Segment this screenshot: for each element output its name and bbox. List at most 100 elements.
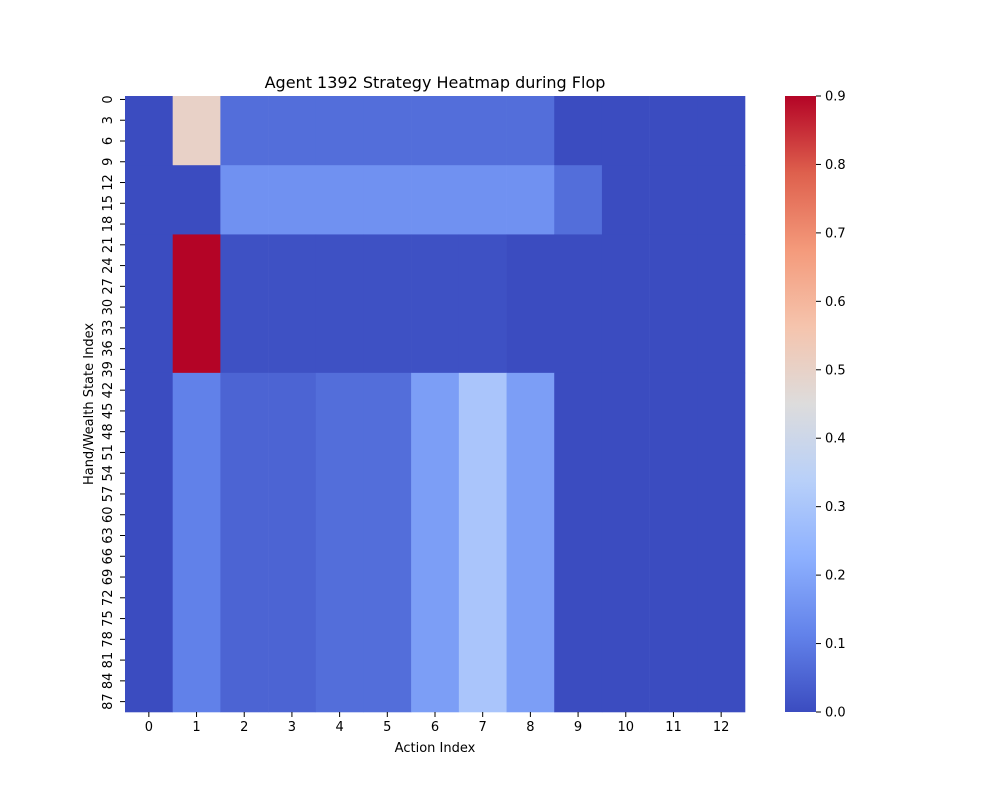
y-tick-label: 51	[101, 444, 116, 461]
y-axis-label: Hand/Wealth State Index	[82, 323, 97, 485]
chart-title: Agent 1392 Strategy Heatmap during Flop	[265, 73, 606, 92]
colorbar-tick-label: 0.6	[825, 295, 846, 310]
heatmap-cells	[125, 96, 746, 713]
y-tick-label: 72	[101, 590, 116, 607]
x-axis-label: Action Index	[395, 741, 476, 756]
x-tick-label: 2	[240, 720, 248, 735]
y-tick-label: 66	[101, 548, 116, 565]
y-tick-label: 57	[101, 486, 116, 503]
heatmap-cell-block2-col3	[268, 234, 317, 374]
heatmap-cell-block1-col6	[411, 165, 460, 235]
y-tick-label: 87	[101, 693, 116, 710]
colorbar	[785, 96, 816, 712]
heatmap-cell-block2-col10	[601, 234, 650, 374]
x-tick-label: 5	[383, 720, 391, 735]
y-tick-label: 9	[101, 158, 116, 166]
x-tick-label: 11	[665, 720, 682, 735]
heatmap-cell-block1-col7	[458, 165, 507, 235]
y-tick-label: 54	[101, 465, 116, 482]
colorbar-tick-label: 0.8	[825, 158, 846, 173]
y-tick-label: 39	[101, 361, 116, 378]
x-tick-label: 9	[574, 720, 582, 735]
heatmap-cell-block1-col2	[220, 165, 269, 235]
heatmap-cell-block2-col9	[554, 234, 603, 374]
x-axis-ticks: 0 1 2 3 4 5 6 7 8 9 10 11 12	[145, 712, 730, 735]
heatmap-cell-block0-col3	[268, 96, 317, 166]
y-tick-label: 15	[101, 195, 116, 212]
heatmap-cell-block0-col12	[697, 96, 746, 166]
heatmap-cell-block0-col4	[315, 96, 364, 166]
y-tick-label: 69	[101, 569, 116, 586]
heatmap-cell-block0-col5	[363, 96, 412, 166]
heatmap-cell-block0-col7	[458, 96, 507, 166]
x-tick-label: 1	[192, 720, 200, 735]
x-tick-label: 3	[288, 720, 296, 735]
colorbar-tick-label: 0.7	[825, 226, 846, 241]
y-tick-label: 3	[101, 116, 116, 124]
y-tick-label: 21	[101, 237, 116, 254]
x-tick-label: 8	[526, 720, 534, 735]
heatmap-cell-block2-col6	[411, 234, 460, 374]
heatmap-cell-block2-col4	[315, 234, 364, 374]
heatmap-cell-block3-col0	[125, 372, 173, 713]
x-tick-label: 4	[335, 720, 343, 735]
y-tick-label: 27	[101, 278, 116, 295]
x-tick-label: 0	[145, 720, 153, 735]
heatmap-cell-block2-col11	[649, 234, 698, 374]
heatmap-cell-block1-col12	[697, 165, 746, 235]
heatmap-cell-block3-col7	[458, 372, 507, 713]
heatmap-cell-block0-col2	[220, 96, 269, 166]
heatmap-cell-block2-col7	[458, 234, 507, 374]
heatmap-cell-block3-col2	[220, 372, 269, 713]
heatmap-cell-block1-col1	[172, 165, 221, 235]
y-tick-label: 33	[101, 320, 116, 337]
y-tick-label: 48	[101, 423, 116, 440]
x-tick-label: 10	[617, 720, 634, 735]
y-tick-label: 0	[101, 95, 116, 103]
y-tick-label: 78	[101, 631, 116, 648]
colorbar-tick-label: 0.3	[825, 500, 846, 515]
y-tick-label: 60	[101, 506, 116, 523]
colorbar-tick-label: 0.9	[825, 90, 846, 105]
heatmap-cell-block1-col9	[554, 165, 603, 235]
heatmap-cell-block2-col12	[697, 234, 746, 374]
x-tick-label: 6	[431, 720, 439, 735]
heatmap-cell-block2-col8	[506, 234, 555, 374]
y-tick-label: 45	[101, 403, 116, 420]
colorbar-tick-label: 0.2	[825, 569, 846, 584]
heatmap-cell-block3-col1	[172, 372, 221, 713]
heatmap-cell-block0-col9	[554, 96, 603, 166]
y-tick-label: 30	[101, 299, 116, 316]
heatmap-cell-block1-col4	[315, 165, 364, 235]
colorbar-tick-label: 0.0	[825, 706, 846, 721]
heatmap-cell-block3-col10	[601, 372, 650, 713]
y-tick-label: 81	[101, 652, 116, 669]
heatmap-cell-block0-col8	[506, 96, 555, 166]
heatmap-cell-block3-col4	[315, 372, 364, 713]
y-tick-label: 75	[101, 610, 116, 627]
heatmap-cell-block2-col5	[363, 234, 412, 374]
colorbar-tick-label: 0.5	[825, 363, 846, 378]
heatmap-cell-block3-col12	[697, 372, 746, 713]
y-tick-label: 18	[101, 216, 116, 233]
colorbar-tick-label: 0.1	[825, 637, 846, 652]
heatmap-cell-block3-col8	[506, 372, 555, 713]
colorbar-tick-label: 0.4	[825, 432, 846, 447]
heatmap-cell-block0-col11	[649, 96, 698, 166]
y-tick-label: 36	[101, 340, 116, 357]
heatmap-cell-block0-col0	[125, 96, 173, 166]
y-tick-label: 12	[101, 174, 116, 191]
heatmap-cell-block3-col5	[363, 372, 412, 713]
heatmap-cell-block0-col10	[601, 96, 650, 166]
x-tick-label: 7	[479, 720, 487, 735]
heatmap-cell-block2-col0	[125, 234, 173, 374]
heatmap-cell-block3-col6	[411, 372, 460, 713]
heatmap-cell-block0-col6	[411, 96, 460, 166]
x-tick-label: 12	[713, 720, 730, 735]
y-axis-ticks: 0369121518212427303336394245485154576063…	[101, 95, 125, 710]
y-tick-label: 42	[101, 382, 116, 399]
heatmap-cell-block1-col10	[601, 165, 650, 235]
heatmap-cell-block0-col1	[172, 96, 221, 166]
heatmap-cell-block3-col11	[649, 372, 698, 713]
heatmap-cell-block1-col3	[268, 165, 317, 235]
